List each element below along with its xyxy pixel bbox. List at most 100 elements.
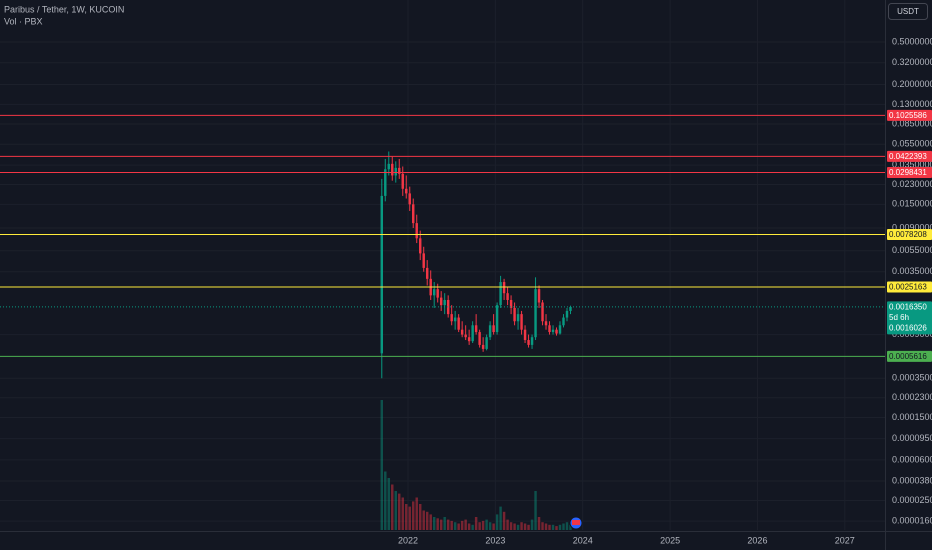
candle-body	[565, 310, 569, 318]
candle-body	[544, 321, 548, 326]
volume-bar	[551, 524, 555, 530]
y-tick-label: 0.0001500	[892, 412, 932, 422]
candle-body	[464, 334, 467, 338]
volume-bar	[422, 510, 425, 530]
candle-body	[398, 167, 401, 174]
y-tick-label: 0.0000380	[892, 475, 932, 485]
volume-bar	[520, 522, 523, 530]
y-tick-label: 0.0003500	[892, 373, 932, 383]
volume-bar	[544, 523, 548, 530]
volume-bar	[555, 526, 558, 530]
volume-bar	[387, 478, 390, 530]
candle-body	[439, 297, 443, 306]
candle-body	[387, 163, 390, 170]
candle-body	[471, 325, 474, 342]
candle-body	[569, 306, 572, 311]
volume-bar	[425, 511, 429, 530]
x-tick-label: 2022	[398, 535, 418, 545]
candle-body	[551, 329, 555, 333]
volume-bar	[471, 524, 474, 530]
level-label-box	[887, 281, 932, 293]
volume-bar	[562, 523, 565, 530]
volume-bar	[488, 522, 492, 530]
price-axis: 0.5000000 0.3200000 0.2000000 0.1300000 0.08…	[887, 36, 932, 525]
volume-bar	[391, 484, 394, 530]
volume-bar	[415, 497, 418, 530]
y-tick-label: 0.0230000	[892, 179, 932, 189]
currency-button[interactable]	[888, 3, 928, 20]
candle-body	[562, 317, 565, 326]
volume-bar	[436, 518, 439, 530]
candle-body	[520, 314, 523, 330]
volume-bar	[443, 517, 446, 530]
candle-body	[457, 317, 460, 330]
x-tick-label: 2026	[747, 535, 767, 545]
candle-body	[408, 193, 411, 205]
volume-bar	[450, 520, 453, 530]
currency-label[interactable]: USDT	[897, 7, 919, 16]
candle-body	[488, 325, 492, 338]
volume-bar	[509, 522, 513, 530]
chart-subtitle: Vol · PBX	[4, 16, 43, 26]
volume-bar	[401, 497, 404, 530]
level-label-box	[887, 109, 932, 121]
level-label: 0.0005616	[889, 352, 927, 361]
volume-bar	[534, 491, 537, 530]
volume-bar	[439, 519, 443, 530]
volume-bar	[548, 524, 551, 530]
candle-body	[558, 325, 562, 334]
candle-body	[450, 314, 453, 322]
countdown-label: 5d 6h	[889, 313, 909, 322]
candle-body	[537, 289, 541, 303]
volume-bar	[418, 504, 422, 530]
y-tick-label: 0.3200000	[892, 57, 932, 67]
candle-body	[418, 238, 422, 254]
volume-bar	[492, 523, 495, 530]
level-label-box	[887, 167, 932, 179]
candle-body	[548, 325, 551, 333]
volume-bar	[502, 511, 506, 530]
candle-body	[460, 329, 464, 335]
candle-body	[443, 299, 446, 306]
x-tick-label: 2027	[835, 535, 855, 545]
volume-bar	[537, 517, 541, 530]
plot	[0, 114, 885, 530]
volume-bar	[513, 523, 516, 530]
level-label: 0.0025163	[889, 283, 927, 292]
current-price-label: 0.0016350	[889, 303, 927, 312]
candle-body	[555, 329, 558, 334]
level-label: 0.0078208	[889, 230, 927, 239]
level-label: 0.1025586	[889, 111, 927, 120]
y-tick-label: 0.0090000	[892, 222, 932, 232]
volume-bar	[478, 522, 481, 530]
candle-body	[530, 337, 534, 345]
volume-bar	[453, 522, 457, 530]
candle-body	[391, 163, 394, 176]
candle-body	[425, 267, 429, 279]
y-tick-label: 0.5000000	[892, 36, 932, 46]
volume-bar	[405, 504, 408, 530]
y-tick-label: 0.0055000	[892, 245, 932, 255]
candle-body	[453, 317, 457, 322]
volume-bar	[398, 493, 401, 530]
candle-body	[380, 195, 384, 354]
candle-body	[405, 188, 408, 194]
chart-title: Paribus / Tether, 1W, KUCOIN	[4, 4, 124, 14]
volume-bar	[412, 501, 415, 530]
level-label-box	[887, 228, 932, 240]
candle-body	[495, 305, 499, 333]
volume-bar	[565, 522, 569, 530]
candle-body	[523, 329, 527, 341]
volume-bar	[527, 524, 530, 530]
volume-bar	[446, 519, 450, 530]
volume-bar	[432, 517, 436, 530]
level-label: 0.0422393	[889, 152, 927, 161]
candle-body	[401, 173, 404, 189]
volume-bar	[485, 519, 488, 530]
candle-body	[422, 253, 425, 268]
candle-body	[509, 299, 513, 308]
volume-bar	[506, 519, 509, 530]
volume-bar	[558, 524, 562, 530]
x-tick-label: 2025	[660, 535, 680, 545]
candle-body	[502, 282, 506, 294]
